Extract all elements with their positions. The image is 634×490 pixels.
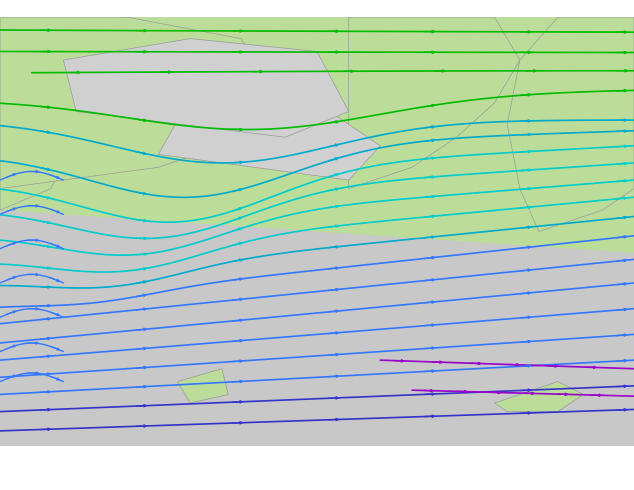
Polygon shape xyxy=(266,94,349,154)
Polygon shape xyxy=(0,17,266,189)
Text: 50: 50 xyxy=(143,469,157,482)
Text: 10: 10 xyxy=(6,469,20,482)
Text: 40: 40 xyxy=(109,469,123,482)
Polygon shape xyxy=(0,60,76,210)
Polygon shape xyxy=(158,103,380,180)
Text: 30: 30 xyxy=(75,469,89,482)
Text: 90: 90 xyxy=(280,469,294,482)
Polygon shape xyxy=(0,17,634,253)
Polygon shape xyxy=(507,17,634,232)
Polygon shape xyxy=(178,369,228,403)
Text: Streamlines 300 hPa [kts] JMA: Streamlines 300 hPa [kts] JMA xyxy=(6,458,224,471)
Bar xyxy=(0,210,634,446)
Text: 20: 20 xyxy=(41,469,55,482)
Text: >100: >100 xyxy=(314,469,343,482)
Text: 80: 80 xyxy=(246,469,260,482)
Text: Th 26-09-2024 00:00 UTC (00+48): Th 26-09-2024 00:00 UTC (00+48) xyxy=(395,458,628,471)
Text: 60: 60 xyxy=(178,469,191,482)
Polygon shape xyxy=(63,39,349,137)
Text: 70: 70 xyxy=(212,469,226,482)
Text: ©weatheronline.co.uk: ©weatheronline.co.uk xyxy=(493,478,628,488)
Polygon shape xyxy=(495,382,583,412)
Polygon shape xyxy=(349,17,520,189)
